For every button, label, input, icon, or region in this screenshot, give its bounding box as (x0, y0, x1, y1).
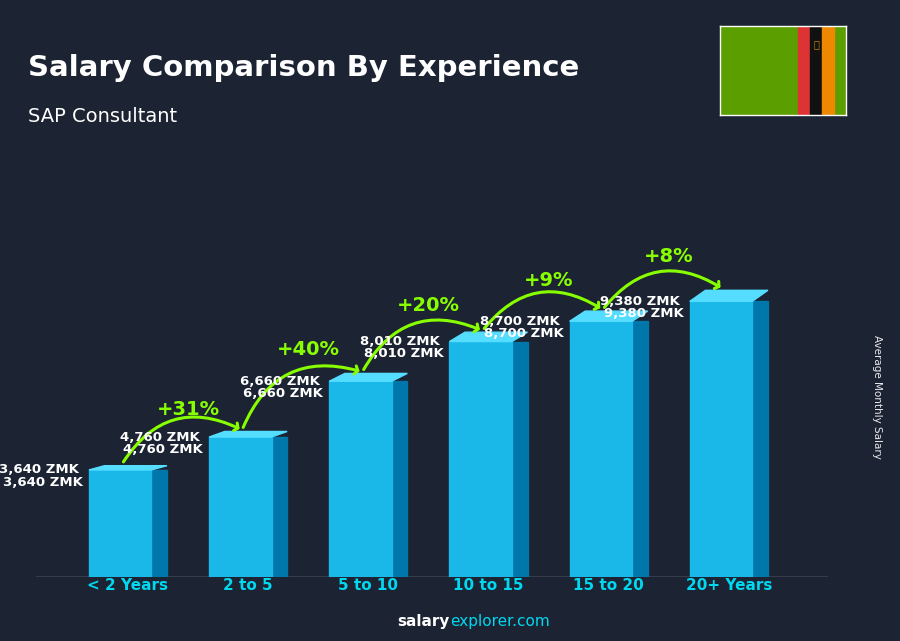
Polygon shape (632, 321, 648, 577)
Text: 20+ Years: 20+ Years (686, 578, 772, 592)
Text: 6,660 ZMK: 6,660 ZMK (243, 387, 323, 400)
Text: 2 to 5: 2 to 5 (223, 578, 273, 592)
Text: explorer.com: explorer.com (450, 614, 550, 629)
Text: 5 to 10: 5 to 10 (338, 578, 399, 592)
Text: +20%: +20% (397, 296, 460, 315)
Bar (822, 26, 834, 115)
Bar (689, 301, 752, 577)
Text: 10 to 15: 10 to 15 (454, 578, 524, 592)
Polygon shape (512, 342, 527, 577)
Text: 4,760 ZMK: 4,760 ZMK (120, 431, 200, 444)
Text: 3,640 ZMK: 3,640 ZMK (3, 476, 83, 489)
Text: +40%: +40% (276, 340, 339, 359)
Polygon shape (151, 470, 167, 577)
Bar (449, 342, 512, 577)
Polygon shape (272, 437, 287, 577)
Bar (89, 470, 151, 577)
Text: Average Monthly Salary: Average Monthly Salary (872, 335, 883, 460)
Bar (209, 437, 272, 577)
Text: 9,380 ZMK: 9,380 ZMK (604, 307, 684, 320)
Polygon shape (689, 290, 768, 301)
Text: +31%: +31% (157, 401, 220, 419)
Text: +8%: +8% (644, 247, 694, 266)
Polygon shape (752, 301, 768, 577)
Text: Salary Comparison By Experience: Salary Comparison By Experience (28, 54, 580, 83)
Text: 8,010 ZMK: 8,010 ZMK (364, 347, 444, 360)
Text: 4,760 ZMK: 4,760 ZMK (123, 443, 203, 456)
Polygon shape (329, 374, 408, 381)
Bar (798, 26, 810, 115)
Text: < 2 Years: < 2 Years (87, 578, 168, 592)
Polygon shape (449, 332, 527, 342)
Polygon shape (570, 311, 648, 321)
Text: 8,010 ZMK: 8,010 ZMK (360, 335, 440, 348)
Text: 8,700 ZMK: 8,700 ZMK (484, 327, 563, 340)
Text: 6,660 ZMK: 6,660 ZMK (239, 375, 320, 388)
Bar (329, 381, 392, 577)
Text: salary: salary (398, 614, 450, 629)
Text: 3,640 ZMK: 3,640 ZMK (0, 463, 79, 476)
Polygon shape (392, 381, 408, 577)
Polygon shape (209, 431, 287, 437)
Text: 8,700 ZMK: 8,700 ZMK (481, 315, 560, 328)
Bar (570, 321, 632, 577)
Text: 🦅: 🦅 (813, 39, 819, 49)
Text: 9,380 ZMK: 9,380 ZMK (600, 295, 680, 308)
Bar (810, 26, 822, 115)
Text: 15 to 20: 15 to 20 (573, 578, 644, 592)
Text: +9%: +9% (524, 271, 573, 290)
Polygon shape (89, 465, 167, 470)
Text: SAP Consultant: SAP Consultant (28, 106, 177, 126)
